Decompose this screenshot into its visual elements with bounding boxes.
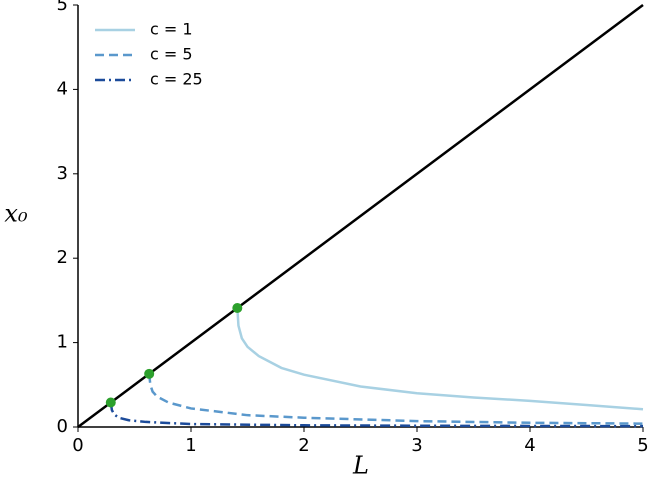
legend-label: c = 1 — [150, 20, 193, 39]
x-tick-label: 2 — [298, 435, 309, 456]
y-tick-label: 5 — [57, 0, 68, 15]
x-tick-label: 0 — [72, 435, 83, 456]
y-tick-label: 1 — [57, 332, 68, 353]
line — [236, 307, 644, 411]
y-tick-label: 4 — [57, 78, 68, 99]
x-axis-label: L — [352, 452, 369, 479]
y-axis-label: x₀ — [4, 200, 28, 228]
y-tick-label: 3 — [57, 163, 68, 184]
y-tick-label: 0 — [57, 416, 68, 437]
legend-label: c = 5 — [150, 45, 193, 64]
marker — [144, 368, 155, 379]
marker — [232, 302, 243, 313]
x-tick-label: 5 — [637, 435, 648, 456]
x-tick-label: 4 — [524, 435, 535, 456]
line — [109, 402, 644, 428]
line — [77, 3, 644, 429]
x-tick-label: 3 — [411, 435, 422, 456]
legend-label: c = 25 — [150, 70, 203, 89]
line — [147, 373, 644, 425]
x-tick-label: 1 — [185, 435, 196, 456]
y-tick-label: 2 — [57, 247, 68, 268]
marker — [105, 397, 116, 408]
